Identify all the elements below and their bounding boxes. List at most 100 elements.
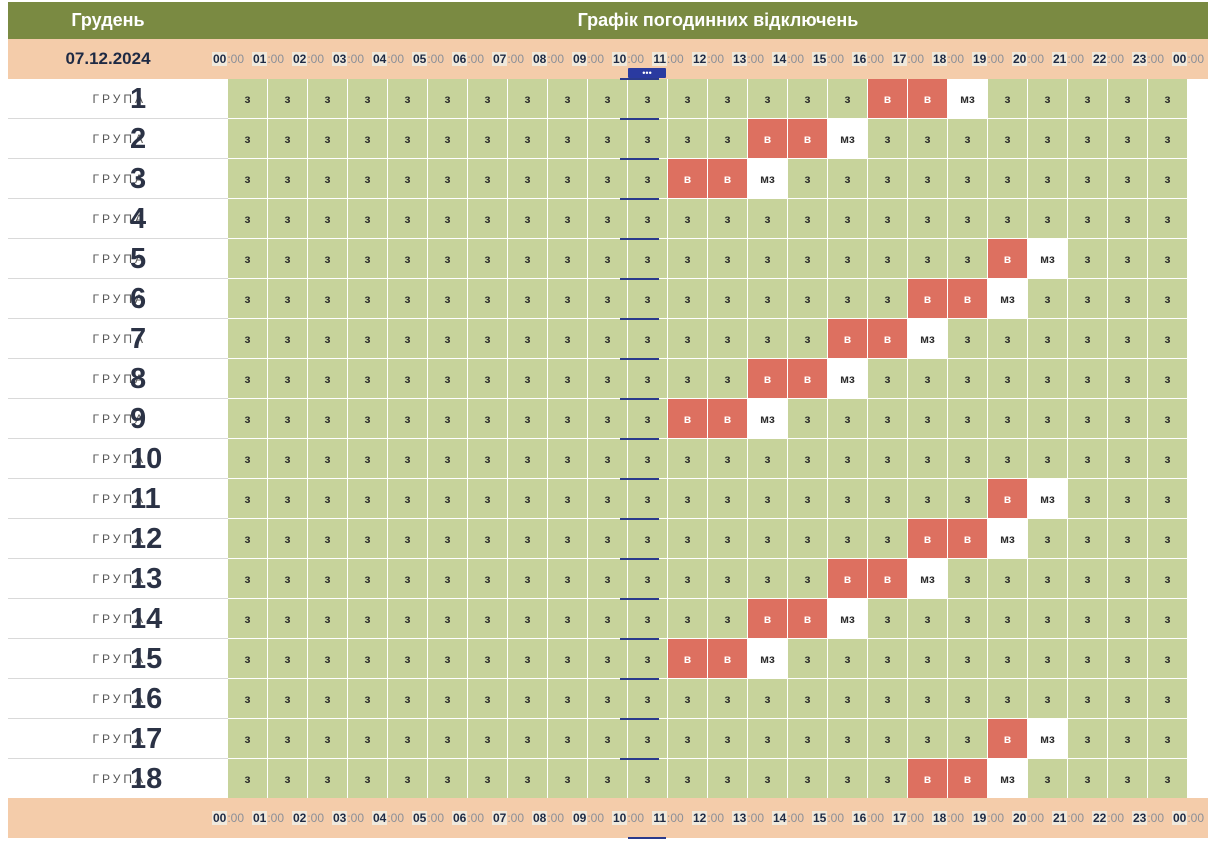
hour-cell-on[interactable]: з: [828, 239, 868, 279]
hour-cell-on[interactable]: з: [468, 519, 508, 559]
hour-cell-on[interactable]: з: [228, 319, 268, 359]
hour-cell-on[interactable]: з: [388, 79, 428, 119]
hour-cell-on[interactable]: з: [708, 759, 748, 799]
hour-cell-on[interactable]: з: [268, 319, 308, 359]
hour-cell-on[interactable]: з: [908, 119, 948, 159]
hour-cell-maybe[interactable]: мз: [908, 319, 948, 359]
hour-cell-on[interactable]: з: [588, 439, 628, 479]
hour-cell-on[interactable]: з: [548, 239, 588, 279]
hour-cell-on[interactable]: з: [348, 719, 388, 759]
hour-cell-on[interactable]: з: [348, 439, 388, 479]
hour-cell-on[interactable]: з: [428, 79, 468, 119]
hour-cell-on[interactable]: з: [548, 479, 588, 519]
hour-cell-on[interactable]: з: [1148, 159, 1188, 199]
hour-cell-on[interactable]: з: [428, 759, 468, 799]
hour-cell-off[interactable]: в: [908, 519, 948, 559]
hour-cell-on[interactable]: з: [868, 519, 908, 559]
hour-cell-off[interactable]: в: [828, 559, 868, 599]
hour-cell-on[interactable]: з: [1108, 199, 1148, 239]
hour-cell-on[interactable]: з: [1148, 559, 1188, 599]
hour-cell-on[interactable]: з: [268, 399, 308, 439]
hour-cell-on[interactable]: з: [428, 359, 468, 399]
hour-cell-on[interactable]: з: [1068, 239, 1108, 279]
hour-cell-on[interactable]: з: [548, 279, 588, 319]
hour-cell-on[interactable]: з: [1068, 319, 1108, 359]
hour-cell-on[interactable]: з: [508, 279, 548, 319]
hour-cell-off[interactable]: в: [788, 599, 828, 639]
hour-cell-on[interactable]: з: [468, 399, 508, 439]
hour-cell-on[interactable]: з: [508, 519, 548, 559]
hour-cell-on[interactable]: з: [468, 359, 508, 399]
hour-cell-on[interactable]: з: [948, 119, 988, 159]
hour-cell-maybe[interactable]: мз: [988, 279, 1028, 319]
hour-cell-on[interactable]: з: [308, 319, 348, 359]
hour-cell-on[interactable]: з: [748, 279, 788, 319]
hour-cell-on[interactable]: з: [668, 79, 708, 119]
hour-cell-on[interactable]: з: [628, 239, 668, 279]
hour-cell-on[interactable]: з: [1068, 599, 1108, 639]
hour-cell-on[interactable]: з: [428, 319, 468, 359]
hour-cell-on[interactable]: з: [468, 79, 508, 119]
hour-cell-on[interactable]: з: [588, 519, 628, 559]
hour-cell-on[interactable]: з: [468, 559, 508, 599]
hour-cell-on[interactable]: з: [228, 359, 268, 399]
hour-cell-on[interactable]: з: [788, 639, 828, 679]
hour-cell-on[interactable]: з: [788, 719, 828, 759]
hour-cell-on[interactable]: з: [308, 279, 348, 319]
hour-cell-on[interactable]: з: [228, 119, 268, 159]
hour-cell-maybe[interactable]: мз: [1028, 719, 1068, 759]
hour-cell-on[interactable]: з: [668, 679, 708, 719]
hour-cell-on[interactable]: з: [868, 679, 908, 719]
hour-cell-on[interactable]: з: [588, 199, 628, 239]
hour-cell-off[interactable]: в: [748, 119, 788, 159]
hour-cell-off[interactable]: в: [948, 759, 988, 799]
hour-cell-on[interactable]: з: [1148, 279, 1188, 319]
hour-cell-on[interactable]: з: [1068, 559, 1108, 599]
hour-cell-on[interactable]: з: [868, 159, 908, 199]
hour-cell-on[interactable]: з: [1028, 679, 1068, 719]
hour-cell-on[interactable]: з: [308, 719, 348, 759]
hour-cell-on[interactable]: з: [908, 199, 948, 239]
hour-cell-on[interactable]: з: [828, 279, 868, 319]
hour-cell-on[interactable]: з: [628, 399, 668, 439]
hour-cell-on[interactable]: з: [708, 599, 748, 639]
hour-cell-on[interactable]: з: [268, 279, 308, 319]
hour-cell-on[interactable]: з: [548, 119, 588, 159]
hour-cell-on[interactable]: з: [1068, 279, 1108, 319]
hour-cell-on[interactable]: з: [228, 519, 268, 559]
hour-cell-on[interactable]: з: [548, 359, 588, 399]
hour-cell-off[interactable]: в: [708, 399, 748, 439]
hour-cell-on[interactable]: з: [1148, 239, 1188, 279]
hour-cell-on[interactable]: з: [708, 319, 748, 359]
hour-cell-on[interactable]: з: [1108, 759, 1148, 799]
hour-cell-on[interactable]: з: [948, 199, 988, 239]
hour-cell-on[interactable]: з: [268, 199, 308, 239]
hour-cell-on[interactable]: з: [1028, 319, 1068, 359]
hour-cell-off[interactable]: в: [668, 159, 708, 199]
hour-cell-on[interactable]: з: [1028, 559, 1068, 599]
hour-cell-on[interactable]: з: [508, 399, 548, 439]
hour-cell-on[interactable]: з: [388, 359, 428, 399]
hour-cell-on[interactable]: з: [868, 439, 908, 479]
hour-cell-on[interactable]: з: [1028, 199, 1068, 239]
hour-cell-maybe[interactable]: мз: [828, 599, 868, 639]
hour-cell-on[interactable]: з: [868, 239, 908, 279]
hour-cell-on[interactable]: з: [588, 79, 628, 119]
hour-cell-on[interactable]: з: [388, 559, 428, 599]
hour-cell-on[interactable]: з: [708, 719, 748, 759]
hour-cell-on[interactable]: з: [788, 159, 828, 199]
hour-cell-on[interactable]: з: [948, 639, 988, 679]
hour-cell-on[interactable]: з: [388, 719, 428, 759]
hour-cell-on[interactable]: з: [908, 599, 948, 639]
hour-cell-on[interactable]: з: [548, 559, 588, 599]
hour-cell-on[interactable]: з: [988, 599, 1028, 639]
hour-cell-off[interactable]: в: [908, 759, 948, 799]
hour-cell-on[interactable]: з: [388, 399, 428, 439]
hour-cell-on[interactable]: з: [228, 79, 268, 119]
hour-cell-on[interactable]: з: [228, 559, 268, 599]
hour-cell-on[interactable]: з: [348, 359, 388, 399]
hour-cell-on[interactable]: з: [708, 279, 748, 319]
hour-cell-on[interactable]: з: [668, 279, 708, 319]
hour-cell-on[interactable]: з: [628, 479, 668, 519]
hour-cell-on[interactable]: з: [628, 79, 668, 119]
